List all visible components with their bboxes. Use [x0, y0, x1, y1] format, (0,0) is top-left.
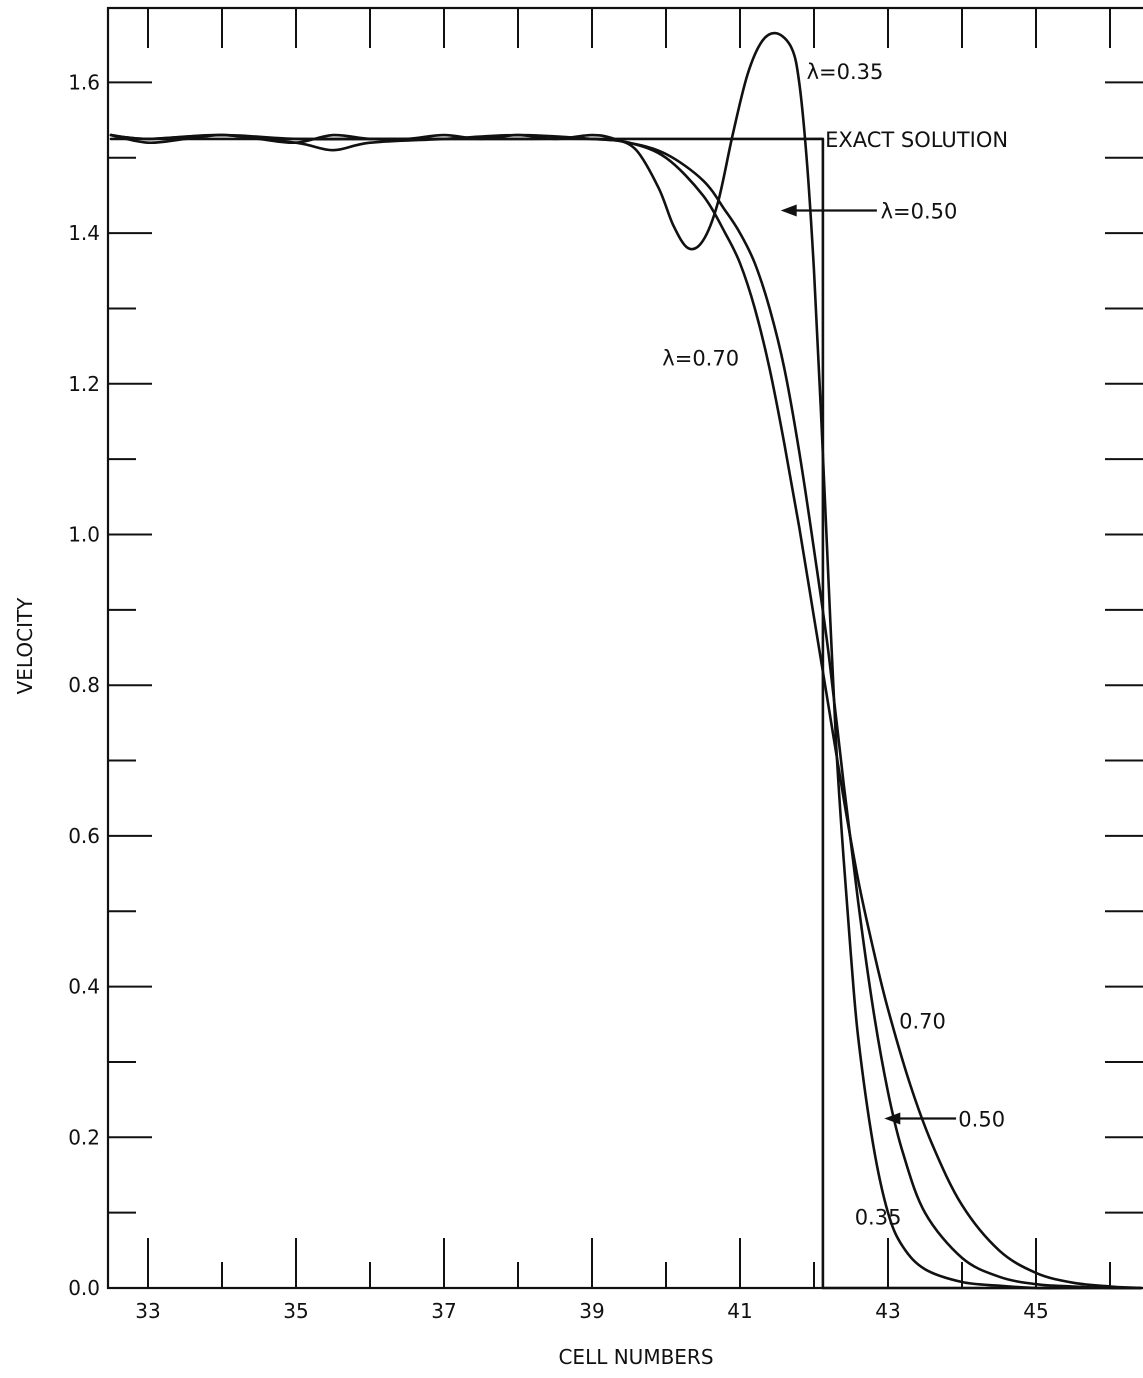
- label-exact-solution: EXACT SOLUTION: [825, 128, 1008, 152]
- y-tick-label: 0.2: [68, 1125, 100, 1149]
- label-070: 0.70: [899, 1010, 946, 1034]
- x-tick-label: 41: [727, 1299, 752, 1323]
- y-tick-label: 1.2: [68, 372, 100, 396]
- x-axis-label: CELL NUMBERS: [558, 1345, 713, 1369]
- x-tick-label: 39: [579, 1299, 604, 1323]
- y-tick-label: 1.4: [68, 221, 100, 245]
- y-tick-label: 0.6: [68, 824, 100, 848]
- arrow-050-head: [884, 1112, 901, 1125]
- plot-frame: [106, 6, 1143, 1290]
- axis-ticks: 33 35 37 39 41 43 45 0.0 0.2 0.4 0.6 0.8 1.0 1.2 1.4 1.…: [68, 8, 1143, 1323]
- curves: [109, 31, 1143, 1290]
- lambda-070-curve: [109, 133, 1143, 1290]
- label-lambda-070: λ=0.70: [662, 346, 739, 370]
- y-axis-label: VELOCITY: [13, 597, 37, 695]
- x-tick-label: 43: [875, 1299, 900, 1323]
- lambda-035-curve: [109, 31, 1143, 1290]
- x-tick-label: 35: [283, 1299, 308, 1323]
- label-lambda-035: λ=0.35: [807, 60, 884, 84]
- x-tick-label: 33: [135, 1299, 160, 1323]
- x-tick-label: 37: [431, 1299, 456, 1323]
- y-tick-label: 0.4: [68, 975, 100, 999]
- arrow-lambda-050-head: [780, 204, 797, 217]
- y-tick-label: 0.0: [68, 1276, 100, 1300]
- annotations: λ=0.35 EXACT SOLUTION λ=0.50 λ=0.70 0.70 0.50…: [662, 60, 1008, 1229]
- label-035: 0.35: [855, 1205, 902, 1229]
- y-tick-label: 1.0: [68, 523, 100, 547]
- x-tick-label: 45: [1023, 1299, 1048, 1323]
- exact-solution-bracket: [810, 137, 824, 153]
- y-tick-label: 0.8: [68, 673, 100, 697]
- y-tick-label: 1.6: [68, 70, 100, 94]
- label-lambda-050: λ=0.50: [881, 199, 958, 223]
- plot-border: [106, 6, 1143, 1290]
- label-050: 0.50: [958, 1107, 1005, 1131]
